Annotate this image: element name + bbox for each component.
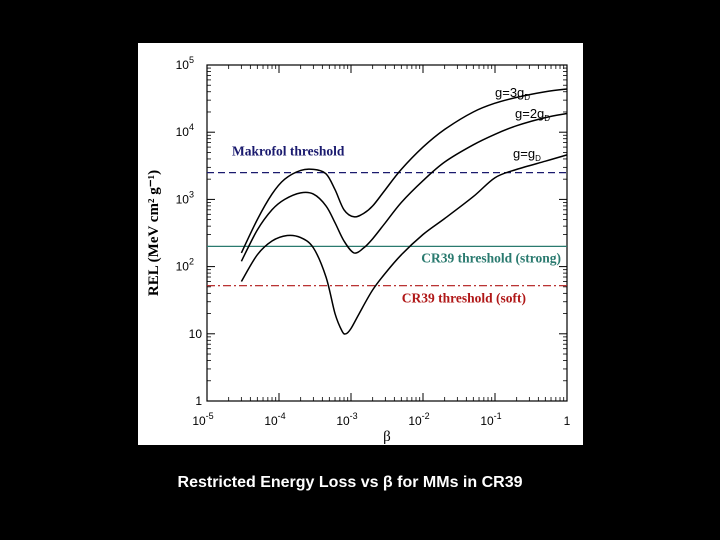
y-tick-label: 105 — [176, 55, 194, 72]
y-tick-labels: 1 10 102 103 104 105 — [176, 55, 203, 408]
figure-caption: Restricted Energy Loss vs β for MMs in C… — [177, 474, 523, 491]
y-tick-label: 103 — [176, 189, 194, 206]
threshold-lines — [207, 172, 567, 287]
minor-ticks — [207, 65, 567, 401]
x-tick-label: 1 — [564, 414, 571, 428]
chart-panel: 10-5 10-4 10-3 10-2 10-1 1 1 10 102 103 104 105 Ma… — [138, 43, 583, 445]
curves — [240, 88, 568, 335]
x-tick-label: 10-5 — [192, 411, 213, 428]
series-curve — [240, 154, 568, 335]
major-ticks — [206, 64, 568, 402]
y-tick-label: 10 — [189, 327, 203, 341]
series-label: g=3gD — [495, 85, 530, 102]
series-curve — [240, 112, 568, 262]
x-tick-label: 10-3 — [336, 411, 357, 428]
y-tick-label: 102 — [176, 257, 194, 274]
x-tick-label: 10-1 — [480, 411, 501, 428]
chart-svg: 10-5 10-4 10-3 10-2 10-1 1 1 10 102 103 104 105 Ma… — [146, 55, 571, 445]
x-axis-title: β — [383, 429, 391, 445]
y-axis-title: REL (MeV cm² g⁻¹) — [146, 170, 162, 296]
plot-frame — [206, 64, 568, 402]
x-tick-label: 10-4 — [264, 411, 285, 428]
threshold-labels: Makrofol threshold CR39 threshold (strong… — [232, 144, 561, 306]
threshold-label: CR39 threshold (strong) — [421, 250, 561, 265]
series-labels: g=gD g=2gD g=3gD — [495, 85, 550, 163]
y-tick-label: 104 — [176, 122, 194, 139]
x-tick-labels: 10-5 10-4 10-3 10-2 10-1 1 — [192, 411, 570, 428]
x-tick-label: 10-2 — [408, 411, 429, 428]
threshold-label: Makrofol threshold — [232, 144, 345, 159]
series-curve — [240, 88, 568, 254]
series-label: g=2gD — [515, 106, 550, 123]
y-tick-label: 1 — [195, 394, 202, 408]
series-label: g=gD — [513, 146, 541, 163]
threshold-label: CR39 threshold (soft) — [402, 291, 526, 306]
